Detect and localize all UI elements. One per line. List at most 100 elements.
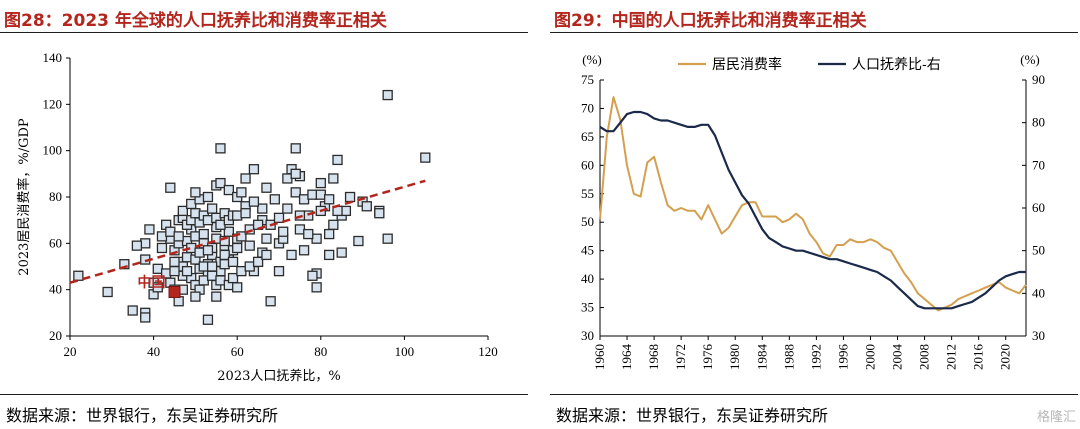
- china-point: [168, 285, 181, 298]
- scatter-chart: 20 40 60 80 100 120 140 20 40 60 80 100 120 2023人口抚养比…: [16, 50, 498, 384]
- x-tick-label: 2020: [998, 344, 1013, 370]
- x-tick-label: 1964: [619, 344, 634, 371]
- scatter-point: [206, 261, 218, 272]
- scatter-point: [328, 173, 339, 184]
- scatter-point: [190, 231, 201, 242]
- scatter-point: [244, 240, 255, 251]
- left-y-unit: (%): [582, 52, 602, 67]
- scatter-point: [223, 226, 234, 237]
- scatter-point: [240, 208, 251, 219]
- right-y-tick-label: 90: [1032, 72, 1045, 87]
- legend-label: 居民消费率: [712, 56, 782, 73]
- scatter-point: [273, 212, 285, 224]
- x-tick-label: 1996: [835, 344, 850, 371]
- scatter-point: [173, 296, 184, 307]
- scatter-point: [324, 194, 335, 205]
- scatter-point: [269, 194, 280, 205]
- y-tick-label: 20: [49, 328, 62, 343]
- scatter-point: [215, 143, 226, 154]
- scatter-point: [282, 203, 293, 214]
- scatter-point: [307, 189, 318, 200]
- left-y-tick-label: 55: [581, 186, 594, 201]
- right-panel: 图29：中国的人口抚养比和消费率正相关 30 35 40 45 50 55 60 65 70 75…: [550, 0, 1080, 429]
- scatter-point: [202, 191, 214, 203]
- scatter-point: [315, 189, 326, 200]
- scatter-point: [232, 210, 243, 221]
- scatter-point: [198, 228, 209, 240]
- scatter-point: [382, 89, 393, 101]
- left-panel: 图28：2023 年全球的人口抚养比和消费率正相关 20 40 60 80 100 120…: [0, 0, 530, 429]
- x-tick-label: 1984: [754, 344, 769, 371]
- scatter-point: [169, 265, 180, 277]
- scatter-point: [303, 228, 314, 240]
- scatter-point: [232, 282, 243, 293]
- scatter-point: [202, 245, 214, 256]
- scatter-point: [219, 259, 230, 270]
- scatter-point: [215, 275, 226, 286]
- scatter-point: [340, 205, 352, 217]
- x-tick-label: 1968: [646, 344, 661, 370]
- scatter-point: [181, 265, 193, 277]
- scatter-point: [290, 143, 301, 154]
- x-tick-label: 2016: [971, 344, 986, 371]
- scatter-point: [127, 305, 138, 316]
- x-tick-label: 1980: [727, 344, 742, 370]
- x-tick-label: 1988: [781, 344, 796, 370]
- scatter-point: [223, 184, 234, 196]
- x-tick-label: 2004: [890, 344, 905, 371]
- scatter-point: [194, 247, 205, 258]
- right-y-unit: (%): [1020, 52, 1040, 67]
- watermark-text: 格隆汇: [1036, 410, 1076, 425]
- right-y-tick-label: 60: [1032, 200, 1045, 215]
- x-tick-label: 100: [395, 344, 415, 359]
- scatter-point: [140, 312, 151, 323]
- scatter-point: [344, 191, 356, 203]
- scatter-point: [190, 291, 201, 302]
- scatter-point: [227, 272, 239, 284]
- scatter-point: [336, 247, 347, 258]
- scatter-point: [236, 231, 247, 242]
- scatter-point: [165, 182, 176, 193]
- scatter-point: [324, 228, 335, 240]
- scatter-point: [131, 240, 143, 251]
- scatter-point: [382, 233, 393, 244]
- scatter-point: [169, 256, 180, 268]
- legend-label: 人口抚养比-右: [852, 57, 941, 73]
- scatter-point: [252, 256, 264, 268]
- scatter-point: [202, 314, 214, 325]
- right-top-rule: [550, 32, 1078, 33]
- scatter-point: [261, 182, 272, 193]
- scatter-point: [273, 265, 285, 277]
- scatter-point: [73, 270, 84, 281]
- scatter-point: [265, 296, 276, 307]
- scatter-point: [152, 263, 163, 274]
- x-tick-label: 1972: [673, 344, 688, 370]
- y-axis-title: 2023居民消费率，%/GDP: [16, 118, 32, 276]
- scatter-point: [152, 282, 163, 293]
- left-y-tick-label: 35: [581, 300, 594, 315]
- scatter-point: [119, 259, 130, 270]
- y-tick-label: 140: [43, 50, 63, 65]
- line-chart: 30 35 40 45 50 55 60 65 70 75 30 40 50 60 70 80 90 (%) (%)…: [581, 52, 1045, 371]
- left-chart-title: 图28：2023 年全球的人口抚养比和消费率正相关: [4, 11, 387, 31]
- scatter-point: [311, 282, 322, 293]
- scatter-point: [140, 238, 151, 249]
- scatter-point: [165, 226, 176, 237]
- scatter-point: [298, 194, 310, 205]
- scatter-point: [294, 224, 306, 235]
- scatter-point: [215, 177, 226, 189]
- china-label: 中国: [138, 274, 166, 291]
- left-y-tick-label: 75: [581, 72, 594, 87]
- scatter-point: [324, 249, 335, 261]
- scatter-point: [261, 249, 272, 261]
- right-y-tick-label: 30: [1032, 328, 1045, 343]
- scatter-point: [186, 198, 197, 210]
- scatter-point: [248, 164, 260, 175]
- scatter-point: [198, 275, 209, 286]
- right-y-tick-label: 40: [1032, 285, 1045, 300]
- left-y-tick-label: 65: [581, 129, 594, 144]
- scatter-point: [353, 235, 364, 247]
- scatter-point: [298, 245, 310, 256]
- scatter-point: [173, 231, 184, 242]
- x-tick-label: 1992: [808, 344, 823, 370]
